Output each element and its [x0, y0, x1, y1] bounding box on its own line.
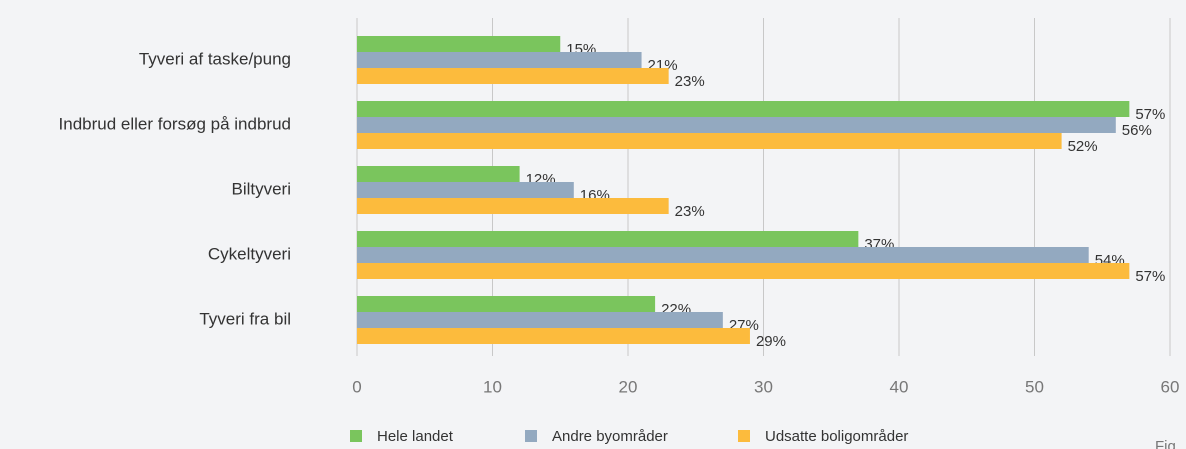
bar [357, 36, 561, 52]
category-label: Cykeltyveri [208, 244, 291, 263]
value-label: 29% [756, 333, 786, 350]
x-tick-label: 10 [483, 377, 502, 396]
value-label: 52% [1068, 138, 1098, 155]
value-label: 57% [1135, 106, 1165, 123]
x-tick-label: 0 [352, 377, 361, 396]
bar [357, 247, 1089, 263]
value-label: 23% [675, 203, 705, 220]
bar [357, 231, 859, 247]
x-tick-label: 20 [619, 377, 638, 396]
value-label: 57% [1135, 268, 1165, 285]
x-tick-label: 40 [890, 377, 909, 396]
bar [357, 133, 1062, 149]
category-label: Tyveri fra bil [199, 309, 291, 328]
bar [357, 117, 1116, 133]
bar [357, 182, 574, 198]
value-label: 23% [675, 73, 705, 90]
bar [357, 68, 669, 84]
legend-swatch [738, 430, 750, 442]
x-tick-label: 60 [1161, 377, 1180, 396]
value-label: 56% [1122, 122, 1152, 139]
bar [357, 312, 723, 328]
bar [357, 198, 669, 214]
category-label: Biltyveri [231, 179, 291, 198]
legend-label: Andre byområder [552, 428, 668, 445]
bar [357, 101, 1130, 117]
legend-swatch [525, 430, 537, 442]
legend-swatch [350, 430, 362, 442]
legend-label: Udsatte boligområder [765, 428, 908, 445]
bar [357, 296, 656, 312]
x-tick-label: 50 [1025, 377, 1044, 396]
bar [357, 166, 520, 182]
category-label: Tyveri af taske/pung [139, 49, 291, 68]
note: Fig [1155, 438, 1176, 449]
x-tick-label: 30 [754, 377, 773, 396]
category-label: Indbrud eller forsøg på indbrud [59, 114, 291, 133]
legend-label: Hele landet [377, 428, 454, 445]
bar [357, 52, 642, 68]
bar [357, 328, 750, 344]
bar [357, 263, 1130, 279]
